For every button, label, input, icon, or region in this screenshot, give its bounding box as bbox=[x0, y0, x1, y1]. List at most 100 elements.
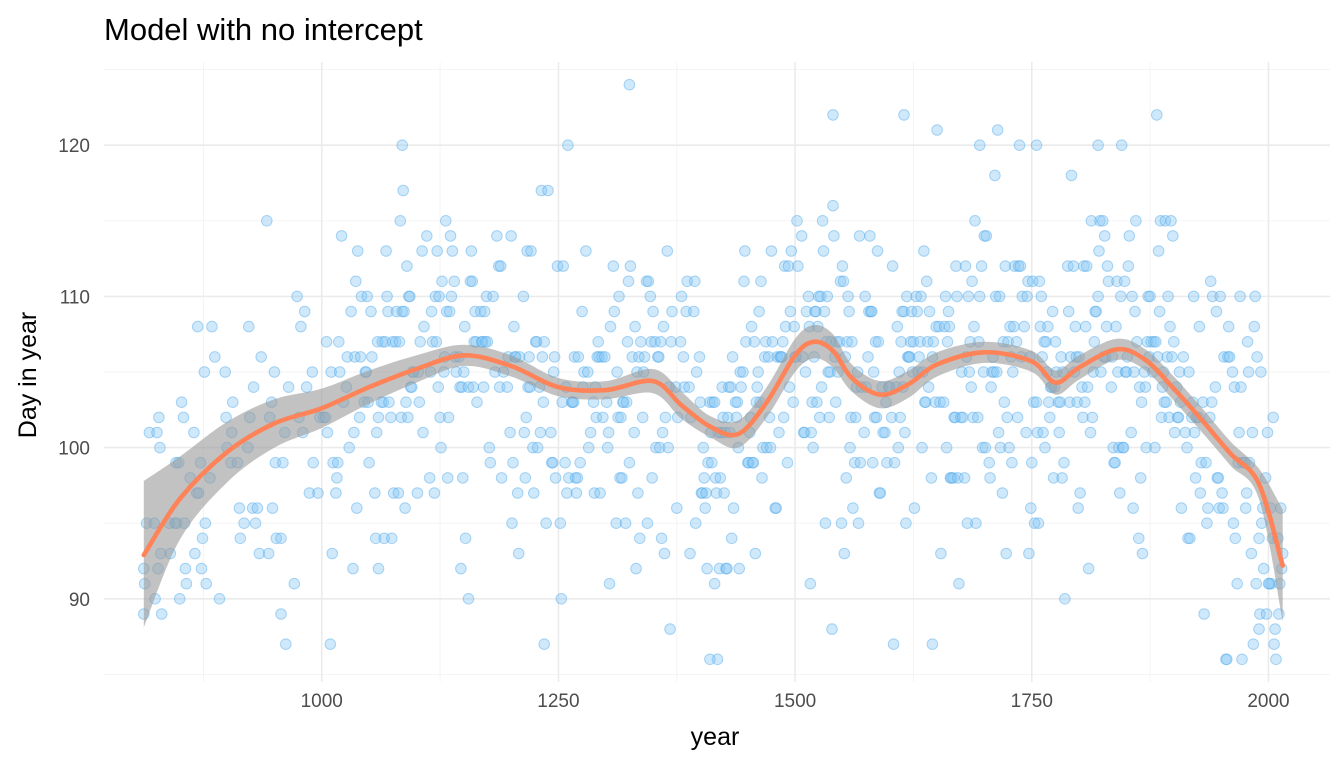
data-point bbox=[398, 305, 410, 318]
data-point bbox=[799, 366, 812, 378]
data-point bbox=[1235, 381, 1247, 393]
data-point bbox=[351, 245, 364, 257]
data-point bbox=[376, 336, 389, 348]
data-point bbox=[1267, 411, 1279, 424]
data-point bbox=[596, 351, 608, 363]
data-point bbox=[734, 366, 747, 378]
data-point bbox=[392, 487, 405, 499]
data-point bbox=[764, 441, 777, 454]
data-point bbox=[1248, 320, 1261, 333]
data-point bbox=[571, 472, 584, 484]
data-point bbox=[1062, 305, 1075, 318]
data-point bbox=[1253, 532, 1265, 545]
data-point bbox=[886, 260, 899, 272]
data-point bbox=[1249, 290, 1261, 303]
data-point bbox=[1072, 502, 1084, 514]
data-point bbox=[746, 456, 759, 469]
data-point bbox=[366, 351, 378, 363]
data-point bbox=[1216, 487, 1228, 499]
data-point bbox=[1133, 532, 1145, 545]
data-point bbox=[869, 336, 882, 348]
data-point bbox=[1023, 547, 1035, 560]
data-point bbox=[386, 532, 398, 545]
data-point bbox=[642, 275, 655, 288]
data-point bbox=[383, 396, 395, 409]
data-point bbox=[821, 290, 834, 303]
data-point bbox=[908, 502, 921, 514]
data-point bbox=[809, 305, 821, 318]
data-point bbox=[918, 245, 930, 257]
data-point bbox=[828, 230, 840, 242]
data-point bbox=[636, 411, 649, 424]
data-point bbox=[904, 336, 917, 348]
data-point bbox=[266, 502, 279, 514]
data-point bbox=[365, 305, 377, 318]
data-point bbox=[649, 336, 661, 348]
data-point bbox=[919, 396, 931, 409]
data-point bbox=[1172, 411, 1185, 424]
data-point bbox=[1200, 456, 1212, 469]
data-point bbox=[638, 351, 651, 363]
data-point bbox=[967, 411, 979, 424]
data-point bbox=[640, 275, 653, 288]
data-point bbox=[1092, 290, 1104, 303]
data-point bbox=[1136, 547, 1149, 560]
data-point bbox=[1026, 275, 1039, 288]
data-point bbox=[494, 260, 507, 272]
data-point bbox=[892, 441, 905, 454]
data-point bbox=[1013, 139, 1026, 151]
data-point bbox=[1171, 411, 1184, 424]
data-point bbox=[1105, 381, 1118, 393]
data-point bbox=[757, 441, 769, 454]
data-point bbox=[562, 139, 574, 151]
data-point bbox=[716, 381, 729, 393]
data-point bbox=[576, 305, 588, 318]
data-point bbox=[369, 532, 382, 545]
data-point bbox=[546, 456, 559, 469]
data-point bbox=[634, 532, 646, 545]
data-point bbox=[915, 290, 927, 303]
data-point bbox=[593, 351, 605, 363]
data-point bbox=[674, 336, 687, 348]
data-point bbox=[727, 502, 740, 514]
data-point bbox=[615, 411, 627, 424]
data-point bbox=[1158, 396, 1171, 409]
data-point bbox=[721, 562, 733, 575]
data-point bbox=[462, 381, 475, 393]
data-point bbox=[255, 351, 268, 363]
data-point bbox=[402, 411, 414, 424]
data-point bbox=[1144, 290, 1156, 303]
data-point bbox=[1128, 366, 1140, 378]
data-point bbox=[653, 351, 665, 363]
data-point bbox=[440, 215, 452, 227]
data-point bbox=[905, 305, 918, 318]
data-point bbox=[249, 517, 262, 530]
data-point bbox=[847, 502, 859, 514]
data-point bbox=[792, 260, 804, 272]
data-point bbox=[635, 336, 647, 348]
data-point bbox=[1204, 275, 1217, 288]
data-point bbox=[1269, 623, 1281, 635]
data-point bbox=[898, 109, 910, 121]
data-point bbox=[804, 577, 817, 590]
data-point bbox=[341, 351, 354, 363]
data-point bbox=[537, 396, 550, 409]
data-point bbox=[206, 320, 218, 333]
data-point bbox=[411, 487, 424, 499]
data-point bbox=[699, 502, 712, 514]
data-point bbox=[846, 336, 858, 348]
data-point bbox=[737, 366, 749, 378]
data-point bbox=[708, 396, 721, 409]
data-point bbox=[582, 366, 594, 378]
data-point bbox=[246, 502, 259, 514]
data-point bbox=[899, 426, 911, 439]
data-point bbox=[465, 245, 478, 257]
data-point bbox=[628, 426, 641, 439]
data-point bbox=[1037, 426, 1049, 439]
data-point bbox=[1270, 653, 1282, 666]
data-point bbox=[542, 184, 554, 197]
data-point bbox=[1077, 411, 1089, 424]
data-point bbox=[458, 320, 471, 333]
data-point bbox=[1217, 502, 1229, 514]
data-point bbox=[1031, 426, 1044, 439]
